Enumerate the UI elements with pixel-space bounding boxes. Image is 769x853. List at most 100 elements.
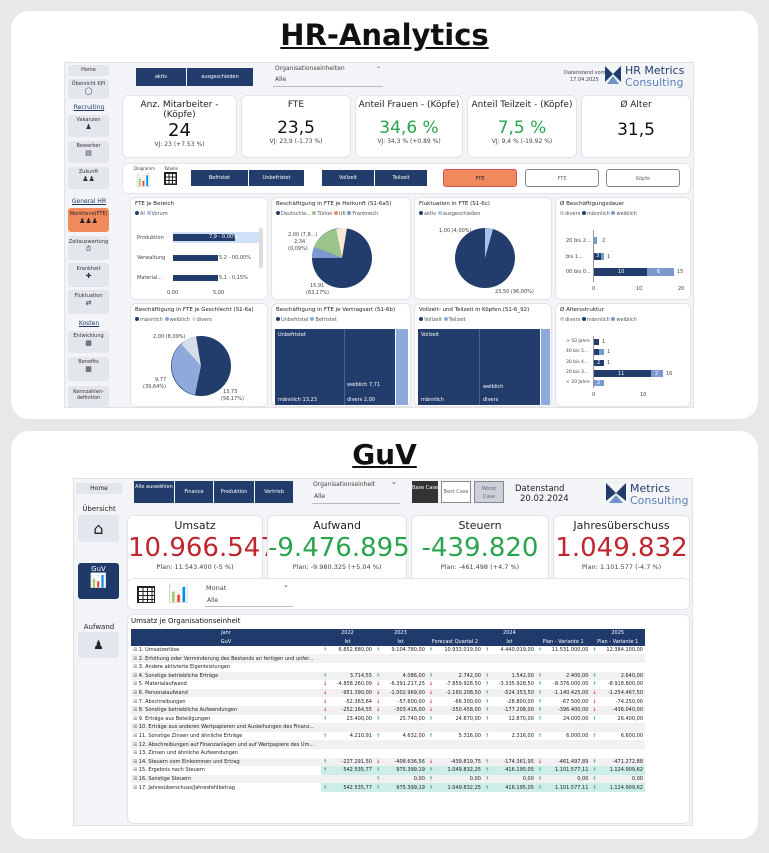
table-row[interactable]: ⊞ 10. Erträge aus anderen Wertpapieren u…	[131, 723, 645, 732]
filter-produktion[interactable]: Produktion	[214, 481, 254, 503]
expand-icon[interactable]: ⊞	[133, 750, 139, 757]
pie-slice-weiblich[interactable]	[171, 344, 201, 395]
bar-segment[interactable]	[594, 360, 604, 366]
bar-segment[interactable]	[594, 370, 651, 377]
bar-produktion[interactable]	[173, 234, 235, 241]
bar-segment[interactable]	[594, 268, 647, 276]
nav-bewerber-button[interactable]: Bewerber ▤	[68, 141, 109, 163]
nav-benefits-button[interactable]: Benefits ▦	[68, 357, 109, 381]
expand-icon[interactable]: ⊞	[133, 655, 139, 662]
bar-segment[interactable]	[594, 349, 599, 355]
unbefristet-toggle[interactable]: Unbefristet	[249, 170, 304, 186]
bar-chart-icon[interactable]: 📊	[136, 173, 151, 187]
expand-icon[interactable]: ⊞	[133, 758, 139, 765]
guv-org-dropdown[interactable]: Alle	[312, 493, 400, 504]
table-row[interactable]: ⊞ 7. Abschreibungen ↓ -52.363,64 ↓ -57.600,0…	[131, 697, 645, 706]
filter-finance[interactable]: Finance	[175, 481, 213, 503]
filter-alle-auswaehlen[interactable]: Alle auswählen	[134, 481, 174, 503]
expand-icon[interactable]: ⊞	[133, 767, 139, 774]
fte-toggle-active[interactable]: FTE	[443, 169, 517, 187]
bar-verwaltung[interactable]	[173, 255, 218, 261]
expand-icon[interactable]: ⊞	[133, 647, 139, 654]
fluktuation-pie[interactable]	[453, 226, 517, 290]
nav-entwicklung-button[interactable]: Entwicklung ▦	[68, 331, 109, 353]
nav-zukunft-button[interactable]: Zukunft ♟♟	[68, 167, 109, 189]
geschlecht-pie[interactable]	[169, 334, 233, 398]
filter-vertrieb[interactable]: Vertrieb	[255, 481, 293, 503]
nav-home-button[interactable]: Home	[68, 65, 109, 76]
nav-kennzahlen-button[interactable]: Kennzahlen-definition	[68, 386, 109, 407]
nav-workforce-button[interactable]: Workforce(FTE) ♟♟♟	[68, 208, 109, 232]
bar-segment[interactable]	[594, 253, 601, 260]
table-view-icon[interactable]	[137, 586, 155, 603]
table-row[interactable]: ⊞ 12. Abschreibungen auf Finanzanlagen u…	[131, 740, 645, 749]
table-row[interactable]: ⊞ 15. Ergebnis nach Steuern ↑ 542.535,77 ↑ 9…	[131, 766, 645, 775]
expand-icon[interactable]: ⊞	[133, 724, 139, 731]
filter-ausgeschieden-button[interactable]: ausgeschieden	[187, 68, 253, 86]
guv-nav-guv-button[interactable]: GuV 📊	[78, 563, 119, 599]
table-row[interactable]: ⊞ 5. Materialaufwand ↓ -4.858.260,09 ↓ -6.39…	[131, 680, 645, 689]
bar-segment[interactable]	[594, 380, 604, 386]
treemap-tile-teilzeit[interactable]	[541, 329, 550, 405]
expand-icon[interactable]: ⊞	[133, 664, 139, 671]
table-row[interactable]: ⊞ 2. Erhöhung oder Verminderung des Best…	[131, 654, 645, 663]
worst-case-button[interactable]: Worst Case	[474, 481, 504, 503]
guv-nav-uebersicht-button[interactable]: ⌂	[78, 515, 119, 542]
pie-slice-frankreich[interactable]	[311, 247, 342, 258]
bar-segment[interactable]	[599, 349, 604, 355]
base-case-button[interactable]: Base Case	[412, 481, 438, 503]
monat-dropdown[interactable]: Alle	[205, 597, 293, 607]
expand-icon[interactable]: ⊞	[133, 672, 139, 679]
expand-icon[interactable]: ⊞	[133, 690, 139, 697]
guv-org-chevron-icon[interactable]: ⌄	[391, 478, 397, 486]
treemap-tile-unbefristet[interactable]	[275, 329, 395, 405]
expand-icon[interactable]: ⊞	[133, 715, 139, 722]
scrollbar[interactable]	[259, 228, 263, 268]
bar-segment[interactable]	[651, 370, 663, 377]
vollzeit-toggle[interactable]: Vollzeit	[322, 170, 374, 186]
treemap-tile-befristet[interactable]	[396, 329, 408, 405]
table-row[interactable]: ⊞ 11. Sonstige Zinsen und ähnliche Erträ…	[131, 732, 645, 741]
bar-material[interactable]	[173, 275, 218, 281]
guv-nav-aufwand-button[interactable]: ♟	[78, 632, 119, 658]
expand-icon[interactable]: ⊞	[133, 741, 139, 748]
expand-icon[interactable]: ⊞	[133, 733, 139, 740]
bar-segment[interactable]	[594, 339, 599, 345]
table-row[interactable]: ⊞ 9. Erträge aus Beteiligungen ↑ 23.400,00…	[131, 715, 645, 724]
nav-uebersicht-button[interactable]: Übersicht KPI ◯	[68, 79, 109, 99]
bar-segment[interactable]	[647, 268, 674, 276]
teilzeit-toggle[interactable]: Teilzeit	[375, 170, 427, 186]
table-row[interactable]: ⊞ 14. Steuern vom Einkommen und Ertrag ↑ -…	[131, 757, 645, 767]
nav-krankheit-button[interactable]: Krankheit ✚	[68, 263, 109, 287]
koepfe-toggle[interactable]: Köpfe	[606, 169, 680, 187]
org-filter-dropdown[interactable]: Alle	[273, 76, 383, 87]
table-row[interactable]: ⊞ 4. Sonstige betriebliche Erträge ↑ 3.714…	[131, 671, 645, 681]
table-row[interactable]: ⊞ 16. Sonstige Steuern ↑ 0,00 ↑ 0,00 ↑ 0,00 ↑ 0,…	[131, 774, 645, 784]
table-icon[interactable]	[164, 172, 177, 185]
pie-slice-divers[interactable]	[181, 336, 201, 366]
nav-fluktuation-button[interactable]: Fluktuation ⇄	[68, 290, 109, 314]
guv-nav-home-button[interactable]: Home	[76, 483, 122, 494]
expand-icon[interactable]: ⊞	[133, 707, 139, 714]
pie-slice-ausgeschieden[interactable]	[485, 227, 493, 258]
monat-chevron-icon[interactable]: ⌄	[283, 581, 289, 589]
expand-icon[interactable]: ⊞	[133, 775, 139, 782]
table-row[interactable]: ⊞ 1. Umsatzerlöse ↑ 6.852.680,00 ↑ 9.104.780…	[131, 646, 645, 655]
filter-aktiv-button[interactable]: aktiv	[136, 68, 186, 86]
pie-slice-tuerkei[interactable]	[314, 229, 342, 258]
befristet-toggle[interactable]: Befristet	[191, 170, 248, 186]
fte-toggle[interactable]: FTE	[525, 169, 599, 187]
org-chevron-icon[interactable]: ⌄	[376, 63, 382, 70]
bar-segment[interactable]	[594, 237, 597, 244]
nav-zeitauswertung-button[interactable]: Zeitauswertung ⏱	[68, 236, 109, 260]
herkunft-pie[interactable]	[310, 226, 374, 290]
best-case-button[interactable]: Best Case	[441, 481, 471, 503]
table-row[interactable]: ⊞ 8. Sonstige betriebliche Aufwendungen ↓…	[131, 705, 645, 715]
table-row[interactable]: ⊞ 6. Personalaufwand ↓ -951.390,00 ↓ -1.002.…	[131, 688, 645, 698]
table-row[interactable]: ⊞ 3. Andere aktivierte Eigenleistungen	[131, 663, 645, 672]
bar-segment[interactable]	[601, 253, 604, 260]
pie-slice-uk[interactable]	[336, 227, 347, 258]
expand-icon[interactable]: ⊞	[133, 681, 139, 688]
chart-view-icon[interactable]: 📊	[168, 584, 190, 604]
table-row[interactable]: ⊞ 13. Zinsen und ähnliche Aufwendungen	[131, 749, 645, 758]
